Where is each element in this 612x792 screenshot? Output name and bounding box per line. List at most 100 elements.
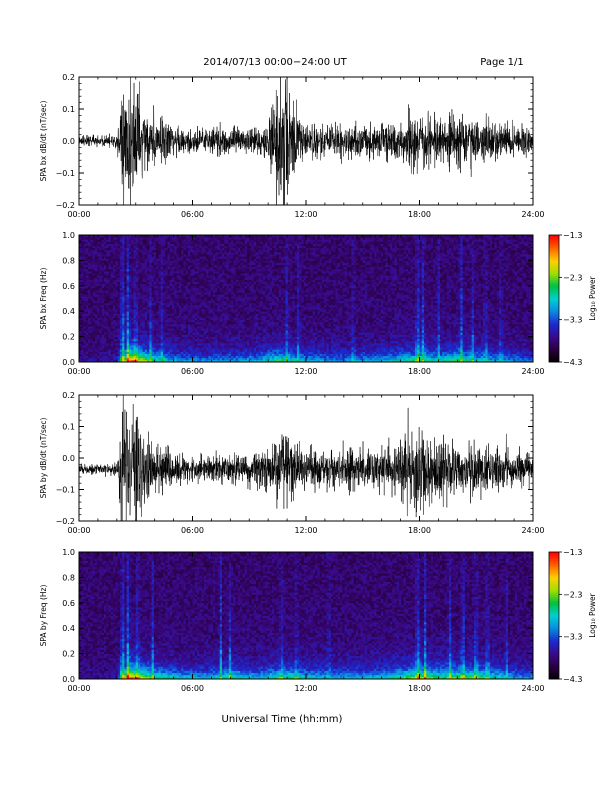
spectrogram-cell xyxy=(135,300,139,304)
spectrogram-cell xyxy=(81,298,84,302)
spectrogram-cell xyxy=(108,328,112,331)
spectrogram-cell xyxy=(138,321,141,325)
spectrogram-cell xyxy=(126,237,130,240)
spectrogram-cell xyxy=(181,304,184,308)
spectrogram-cell xyxy=(81,319,84,323)
spectrogram-cell xyxy=(197,296,200,299)
spectrogram-cell xyxy=(113,277,116,280)
spectrogram-cell xyxy=(174,355,178,359)
spectrogram-cell xyxy=(79,340,82,344)
spectrogram-cell xyxy=(115,357,118,361)
spectrogram-cell xyxy=(178,306,182,310)
spectrogram-cell xyxy=(172,328,175,331)
spectrogram-cell xyxy=(97,347,100,350)
spectrogram-cell xyxy=(172,347,175,350)
spectrogram-cell xyxy=(103,359,107,363)
spectrogram-cell xyxy=(190,264,193,268)
spectrogram-cell xyxy=(88,306,91,310)
spectrogram-cell xyxy=(88,317,91,321)
spectrogram-cell xyxy=(165,275,168,278)
spectrogram-cell xyxy=(172,338,175,342)
spectrogram-cell xyxy=(197,235,200,238)
spectrogram-cell xyxy=(160,336,164,340)
spectrogram-cell xyxy=(101,317,105,321)
spectrogram-cell xyxy=(103,349,107,352)
spectrogram-cell xyxy=(158,241,162,244)
spectrogram-cell xyxy=(178,300,182,304)
spectrogram-cell xyxy=(113,321,116,325)
spectrogram-cell xyxy=(144,298,148,302)
spectrogram-cell xyxy=(117,338,121,342)
spectrogram-cell xyxy=(176,340,180,344)
spectrogram-cell xyxy=(183,247,187,251)
spectrogram-cell xyxy=(90,241,94,244)
spectrogram-cell xyxy=(138,245,141,249)
spectrogram-cell xyxy=(97,275,100,278)
spectrogram-cell xyxy=(197,294,200,297)
spectrogram-cell xyxy=(158,351,162,354)
spectrogram-cell xyxy=(92,296,96,299)
spectrogram-cell xyxy=(147,247,150,251)
spectrogram-cell xyxy=(192,247,196,251)
spectrogram-cell xyxy=(178,357,182,361)
spectrogram-cell xyxy=(181,268,184,272)
spectrogram-cell xyxy=(181,315,184,318)
spectrogram-cell xyxy=(165,342,168,346)
spectrogram-cell xyxy=(197,270,200,274)
spectrogram-cell xyxy=(174,277,178,280)
spectrogram-cell xyxy=(110,256,114,259)
spectrogram-cell xyxy=(138,338,141,342)
spectrogram-cell xyxy=(126,347,130,350)
spectrogram-cell xyxy=(131,332,134,335)
spectrogram-cell xyxy=(190,338,193,342)
spectrogram-cell xyxy=(174,283,178,287)
spectrogram-cell xyxy=(185,245,189,249)
spectrogram-cell xyxy=(122,345,125,348)
spectrogram-cell xyxy=(158,290,162,293)
spectrogram-cell xyxy=(185,275,189,278)
spectrogram-cell xyxy=(110,359,114,363)
spectrogram-cell xyxy=(181,273,184,276)
y-tick-label: 0.1 xyxy=(62,105,75,114)
spectrogram-cell xyxy=(124,347,128,350)
spectrogram-cell xyxy=(103,270,107,274)
spectrogram-cell xyxy=(167,241,171,244)
spectrogram-cell xyxy=(156,317,159,321)
spectrogram-cell xyxy=(167,347,171,350)
spectrogram-cell xyxy=(151,300,155,304)
spectrogram-cell xyxy=(153,249,157,253)
spectrogram-cell xyxy=(113,264,116,268)
spectrogram-cell xyxy=(81,275,84,278)
spectrogram-cell xyxy=(194,239,198,242)
spectrogram-cell xyxy=(172,357,175,361)
spectrogram-cell xyxy=(138,345,141,348)
spectrogram-cell xyxy=(126,315,130,318)
spectrogram-cell xyxy=(165,355,168,359)
spectrogram-cell xyxy=(187,336,191,340)
spectrogram-cell xyxy=(156,279,159,282)
spectrogram-cell xyxy=(160,355,164,359)
spectrogram-cell xyxy=(160,249,164,253)
spectrogram-cell xyxy=(162,294,166,297)
spectrogram-cell xyxy=(138,251,141,255)
spectrogram-cell xyxy=(81,241,84,244)
spectrogram-cell xyxy=(90,270,94,274)
spectrogram-cell xyxy=(192,260,196,263)
spectrogram-cell xyxy=(133,294,137,297)
spectrogram-cell xyxy=(128,340,132,344)
spectrogram-cell xyxy=(110,235,114,238)
spectrogram-cell xyxy=(183,328,187,331)
spectrogram-cell xyxy=(176,309,180,312)
spectrogram-cell xyxy=(94,326,98,329)
spectrogram-cell xyxy=(181,321,184,325)
spectrogram-cell xyxy=(201,338,205,342)
spectrogram-cell xyxy=(158,336,162,340)
spectrogram-cell xyxy=(83,342,87,346)
spectrogram-cell xyxy=(131,239,134,242)
spectrogram-cell xyxy=(176,313,180,316)
spectrogram-cell xyxy=(149,345,153,348)
spectrogram-cell xyxy=(106,264,109,268)
spectrogram-cell xyxy=(167,270,171,274)
spectrogram-cell xyxy=(176,275,180,278)
spectrogram-cell xyxy=(176,351,180,354)
